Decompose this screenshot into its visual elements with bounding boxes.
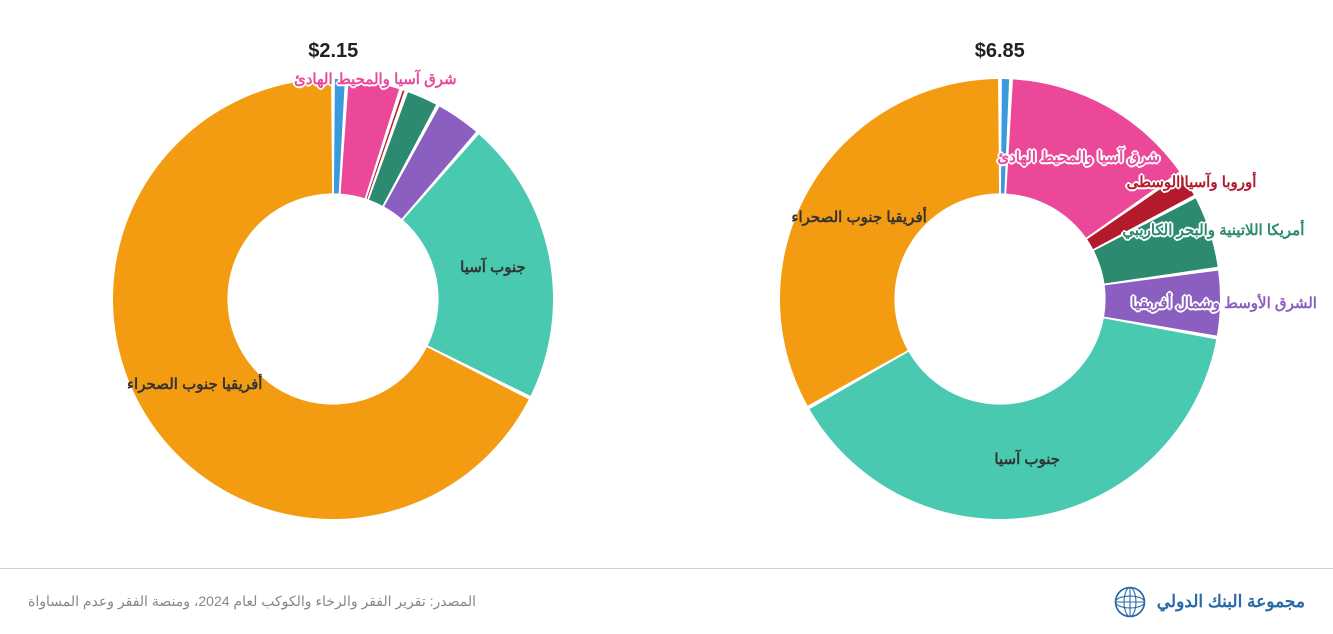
chart-title-685: $6.85: [975, 40, 1025, 63]
globe-icon: [1113, 585, 1147, 619]
footer: مجموعة البنك الدولي المصدر: تقرير الفقر …: [0, 568, 1333, 634]
chart-685: $6.85 شرق آسيا والمحيط الهادئأوروبا وآسي…: [740, 40, 1260, 560]
donut-685: شرق آسيا والمحيط الهادئأوروبا وآسيا الوس…: [770, 69, 1230, 529]
source-text: المصدر: تقرير الفقر والرخاء والكوكب لعام…: [28, 593, 476, 610]
chart-title-215: $2.15: [308, 40, 358, 63]
brand-text: مجموعة البنك الدولي: [1157, 592, 1305, 612]
charts-row: $6.85 شرق آسيا والمحيط الهادئأوروبا وآسي…: [0, 0, 1333, 560]
donut-215: شرق آسيا والمحيط الهادئجنوب آسياأفريقيا …: [103, 69, 563, 529]
chart-215: $2.15 شرق آسيا والمحيط الهادئجنوب آسياأف…: [73, 40, 593, 560]
brand: مجموعة البنك الدولي: [1113, 585, 1305, 619]
slice-sub_saharan_africa: [780, 79, 999, 406]
